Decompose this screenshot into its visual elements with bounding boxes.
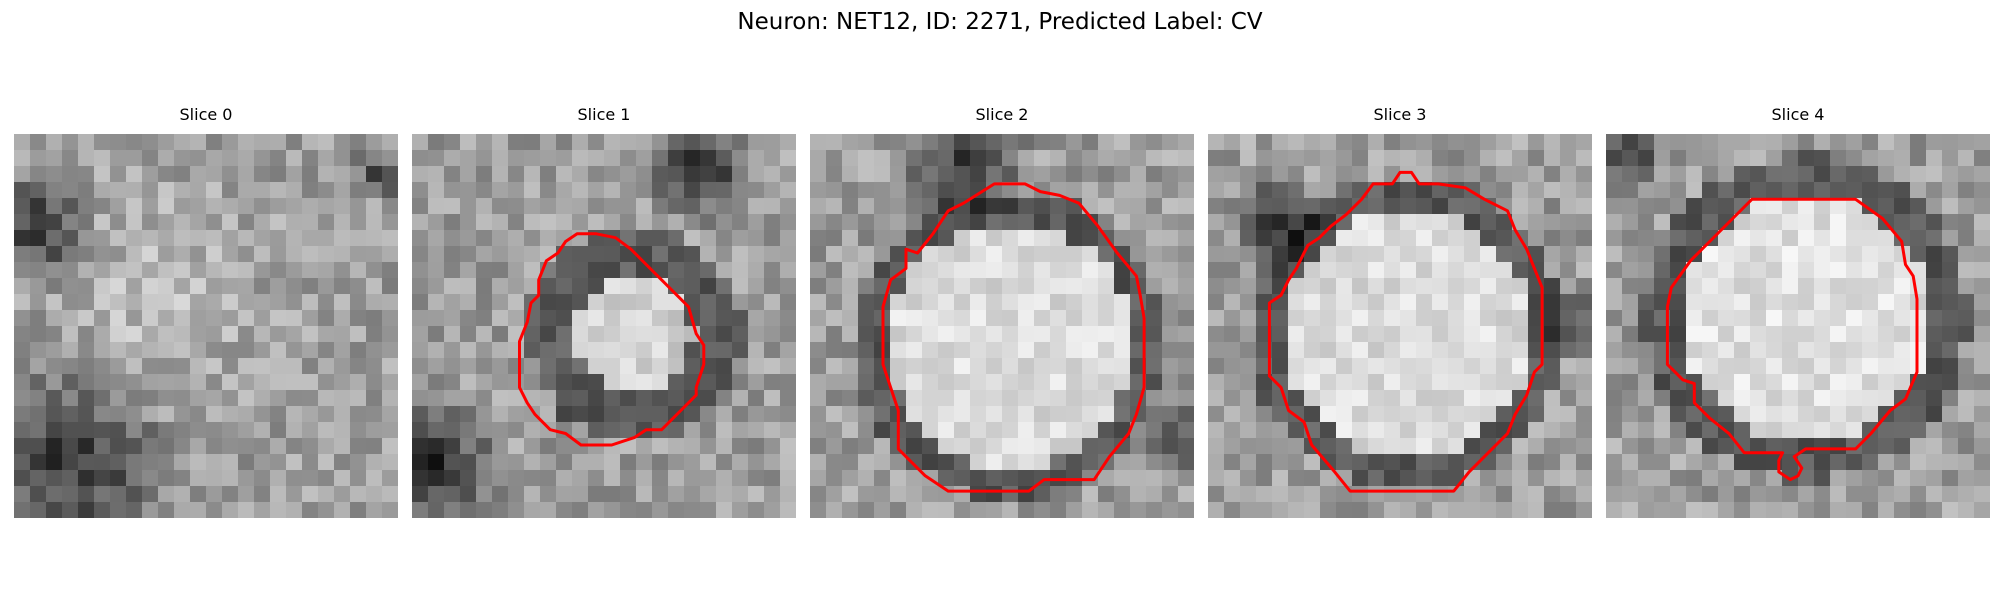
segmentation-contour [1665,197,1919,482]
slice-image-2 [810,134,1194,518]
slice-image-4 [1606,134,1990,518]
figure-title: Neuron: NET12, ID: 2271, Predicted Label… [737,9,1263,35]
slice-title: Slice 4 [1771,105,1825,124]
slice-title: Slice 0 [179,105,233,124]
slice-image-3 [1208,134,1592,518]
slice-title: Slice 3 [1373,105,1427,124]
slice-title: Slice 1 [577,105,631,124]
segmentation-contour [518,232,706,447]
segmentation-contour [1267,170,1544,493]
slice-image-1 [412,134,796,518]
segmentation-contour [881,182,1146,493]
slice-title: Slice 2 [975,105,1029,124]
slice-image-0 [14,134,398,518]
